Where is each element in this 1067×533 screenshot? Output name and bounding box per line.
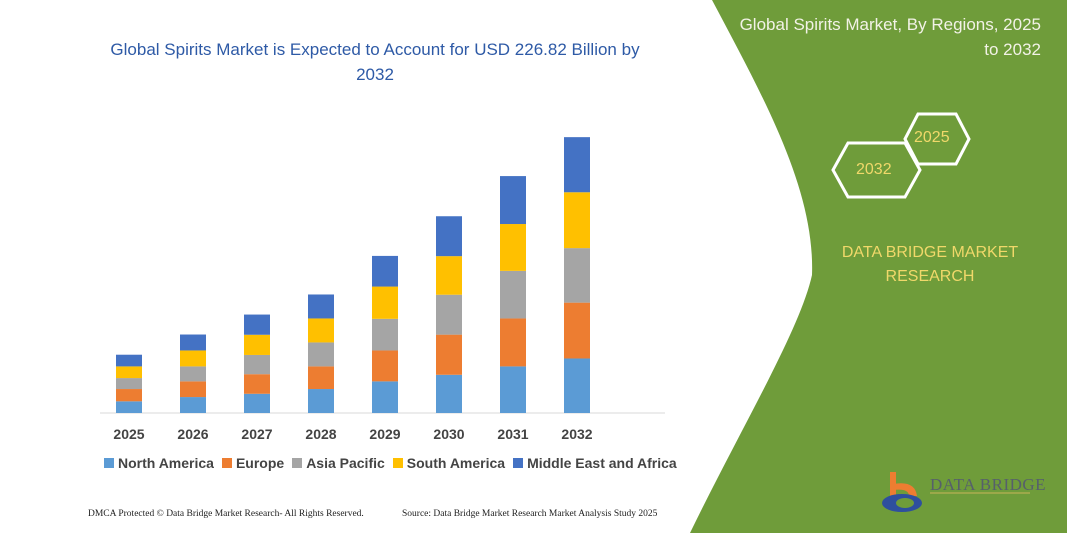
bar-segment-north-america-2026: [180, 397, 206, 413]
bar-segment-middle-east-and-africa-2029: [372, 255, 398, 287]
legend-label: North America: [118, 455, 214, 471]
legend-item: Middle East and Africa: [513, 455, 677, 471]
x-tick-label: 2027: [241, 426, 272, 442]
legend-swatch: [221, 458, 232, 468]
chart: 2025 2026 2027 2028 2029 2030 2031 2032: [100, 137, 665, 442]
footer-source: Source: Data Bridge Market Research Mark…: [402, 509, 658, 519]
bar-segment-south-america-2025: [116, 366, 142, 379]
bar-segment-asia-pacific-2031: [500, 270, 526, 319]
bar-segment-asia-pacific-2025: [116, 378, 142, 390]
legend-label: Asia Pacific: [306, 455, 385, 471]
legend-label: Middle East and Africa: [527, 455, 677, 471]
bar-segment-middle-east-and-africa-2027: [244, 314, 270, 335]
legend-item: South America: [392, 455, 506, 471]
bar-segment-north-america-2030: [436, 374, 462, 413]
bar-segment-south-america-2029: [372, 286, 398, 319]
bar-segment-south-america-2026: [180, 350, 206, 367]
brand-text: DATA BRIDGE MARKET RESEARCH: [841, 244, 1019, 285]
bar-segment-europe-2032: [564, 302, 590, 359]
bar-segment-south-america-2031: [500, 224, 526, 271]
legend-label: Europe: [235, 455, 285, 471]
legend: North America Europe Asia Pacific South …: [104, 455, 677, 471]
legend-item: North America: [104, 455, 214, 471]
hex-label-2025: 2025: [914, 129, 950, 146]
x-tick-label: 2029: [369, 426, 400, 442]
bar-segment-europe-2027: [244, 374, 270, 394]
legend-label: South America: [406, 455, 506, 471]
legend-item: Asia Pacific: [292, 455, 385, 471]
bar-segment-europe-2028: [308, 366, 334, 390]
x-tick-label: 2030: [433, 426, 464, 442]
bar-segment-middle-east-and-africa-2026: [180, 334, 206, 351]
bar-segment-europe-2025: [116, 389, 142, 402]
bar-segment-europe-2030: [436, 334, 462, 375]
legend-swatch: [104, 458, 114, 468]
x-tick-label: 2028: [305, 426, 336, 442]
bar-segment-asia-pacific-2032: [564, 248, 590, 303]
bar-segment-north-america-2025: [116, 401, 142, 413]
x-tick-label: 2031: [497, 426, 528, 442]
legend-swatch: [392, 458, 403, 468]
bar-segment-south-america-2027: [244, 334, 270, 355]
hexagon-2032: [831, 141, 922, 199]
footer-copyright: DMCA Protected © Data Bridge Market Rese…: [88, 509, 364, 519]
bar-segment-middle-east-and-africa-2028: [308, 294, 334, 319]
bar-segment-asia-pacific-2030: [436, 294, 462, 335]
chart-title: Global Spirits Market is Expected to Acc…: [110, 40, 640, 84]
bar-segment-north-america-2032: [564, 358, 590, 413]
bar-segment-asia-pacific-2029: [372, 318, 398, 351]
bar-segment-europe-2026: [180, 381, 206, 398]
x-tick-label: 2032: [561, 426, 592, 442]
hex-label-2032: 2032: [856, 161, 892, 178]
bar-segment-north-america-2031: [500, 366, 526, 413]
bar-segment-europe-2029: [372, 350, 398, 382]
bar-segment-north-america-2027: [244, 393, 270, 413]
bar-segment-europe-2031: [500, 318, 526, 367]
bar-segment-asia-pacific-2026: [180, 366, 206, 382]
x-tick-label: 2025: [113, 426, 144, 442]
bar-segment-middle-east-and-africa-2032: [564, 137, 590, 193]
bar-segment-middle-east-and-africa-2025: [116, 354, 142, 367]
bar-segment-middle-east-and-africa-2031: [500, 176, 526, 225]
legend-item: Europe: [221, 455, 285, 471]
hexagon-2025: [903, 112, 971, 166]
bar-segment-north-america-2029: [372, 381, 398, 413]
bar-segment-south-america-2032: [564, 192, 590, 249]
bar-segment-south-america-2028: [308, 318, 334, 343]
legend-swatch: [513, 458, 524, 468]
x-tick-label: 2026: [177, 426, 208, 442]
logo-icon: [882, 472, 922, 512]
bar-segment-middle-east-and-africa-2030: [436, 216, 462, 257]
logo-text: DATA BRIDGE: [930, 475, 1047, 494]
bar-segment-north-america-2028: [308, 389, 334, 413]
legend-swatch: [292, 458, 303, 468]
side-title: Global Spirits Market, By Regions, 2025 …: [739, 15, 1041, 59]
bar-segment-asia-pacific-2028: [308, 342, 334, 367]
green-panel: [690, 0, 1067, 533]
bar-segment-asia-pacific-2027: [244, 354, 270, 375]
bar-segment-south-america-2030: [436, 256, 462, 295]
